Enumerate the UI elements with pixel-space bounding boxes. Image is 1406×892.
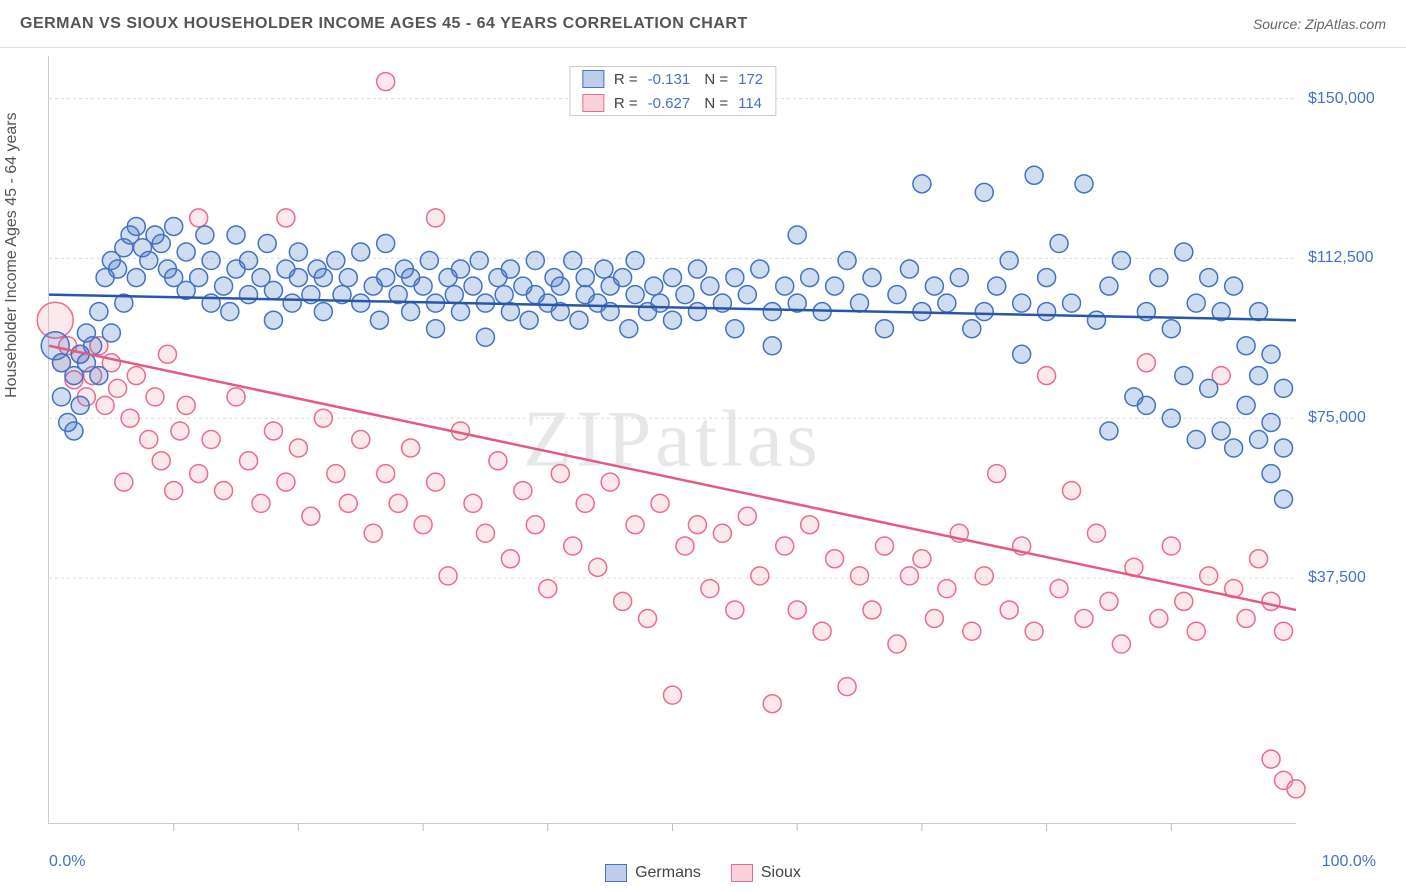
- source-label: Source: ZipAtlas.com: [1253, 16, 1386, 32]
- series-legend: Germans Sioux: [0, 864, 1406, 882]
- stat-n-value-germans: 172: [738, 71, 763, 88]
- stats-row-sioux: R = -0.627 N = 114: [570, 91, 775, 115]
- stats-legend: R = -0.131 N = 172 R = -0.627 N = 114: [569, 66, 776, 116]
- chart-canvas: [49, 56, 1296, 823]
- plot-wrapper: Householder Income Ages 45 - 64 years R …: [48, 48, 1296, 844]
- legend-label-germans: Germans: [635, 864, 701, 882]
- chart-header: GERMAN VS SIOUX HOUSEHOLDER INCOME AGES …: [0, 0, 1406, 48]
- y-axis-title: Householder Income Ages 45 - 64 years: [3, 112, 21, 398]
- stats-row-germans: R = -0.131 N = 172: [570, 67, 775, 91]
- stat-r-label: R =: [614, 71, 638, 88]
- stat-n-label: N =: [700, 95, 728, 112]
- y-tick-label: $37,500: [1308, 569, 1366, 587]
- stat-r-value-sioux: -0.627: [648, 95, 691, 112]
- y-tick-label: $75,000: [1308, 409, 1366, 427]
- stat-n-label: N =: [700, 71, 728, 88]
- legend-item-germans: Germans: [605, 864, 701, 882]
- swatch-blue-icon: [582, 70, 604, 88]
- y-tick-label: $112,500: [1308, 249, 1374, 267]
- stat-n-value-sioux: 114: [738, 95, 762, 112]
- plot-area: R = -0.131 N = 172 R = -0.627 N = 114 ZI…: [48, 56, 1296, 824]
- legend-item-sioux: Sioux: [731, 864, 801, 882]
- y-tick-label: $150,000: [1308, 90, 1375, 108]
- stat-r-label: R =: [614, 95, 638, 112]
- chart-title: GERMAN VS SIOUX HOUSEHOLDER INCOME AGES …: [20, 15, 748, 33]
- swatch-pink-icon: [582, 94, 604, 112]
- stat-r-value-germans: -0.131: [648, 71, 691, 88]
- legend-label-sioux: Sioux: [761, 864, 801, 882]
- swatch-pink-icon: [731, 864, 753, 882]
- swatch-blue-icon: [605, 864, 627, 882]
